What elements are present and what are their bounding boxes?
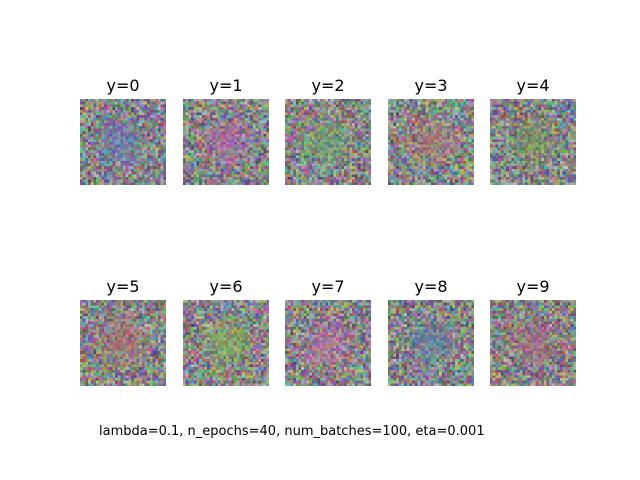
figure-caption: lambda=0.1, n_epochs=40, num_batches=100… bbox=[99, 424, 485, 439]
weight-image bbox=[388, 99, 474, 185]
panel-title: y=8 bbox=[414, 277, 448, 296]
panel-title: y=0 bbox=[106, 76, 140, 95]
weight-image bbox=[490, 300, 576, 386]
panel-title: y=1 bbox=[209, 76, 243, 95]
weight-image bbox=[285, 99, 371, 185]
weight-image bbox=[80, 300, 166, 386]
weight-image bbox=[388, 300, 474, 386]
panel-title: y=3 bbox=[414, 76, 448, 95]
weight-image bbox=[183, 99, 269, 185]
panel-title: y=9 bbox=[516, 277, 550, 296]
weight-image bbox=[183, 300, 269, 386]
weight-image bbox=[80, 99, 166, 185]
panel-title: y=6 bbox=[209, 277, 243, 296]
panel-title: y=4 bbox=[516, 76, 550, 95]
panel-title: y=2 bbox=[311, 76, 345, 95]
weight-image bbox=[490, 99, 576, 185]
weight-image bbox=[285, 300, 371, 386]
panel-title: y=7 bbox=[311, 277, 345, 296]
panel-title: y=5 bbox=[106, 277, 140, 296]
